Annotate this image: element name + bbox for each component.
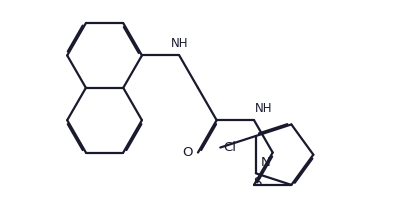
Text: NH: NH bbox=[171, 37, 188, 51]
Text: N: N bbox=[261, 156, 270, 169]
Text: S: S bbox=[253, 176, 261, 189]
Text: NH: NH bbox=[255, 102, 273, 115]
Text: Cl: Cl bbox=[223, 141, 236, 154]
Text: O: O bbox=[182, 146, 193, 159]
